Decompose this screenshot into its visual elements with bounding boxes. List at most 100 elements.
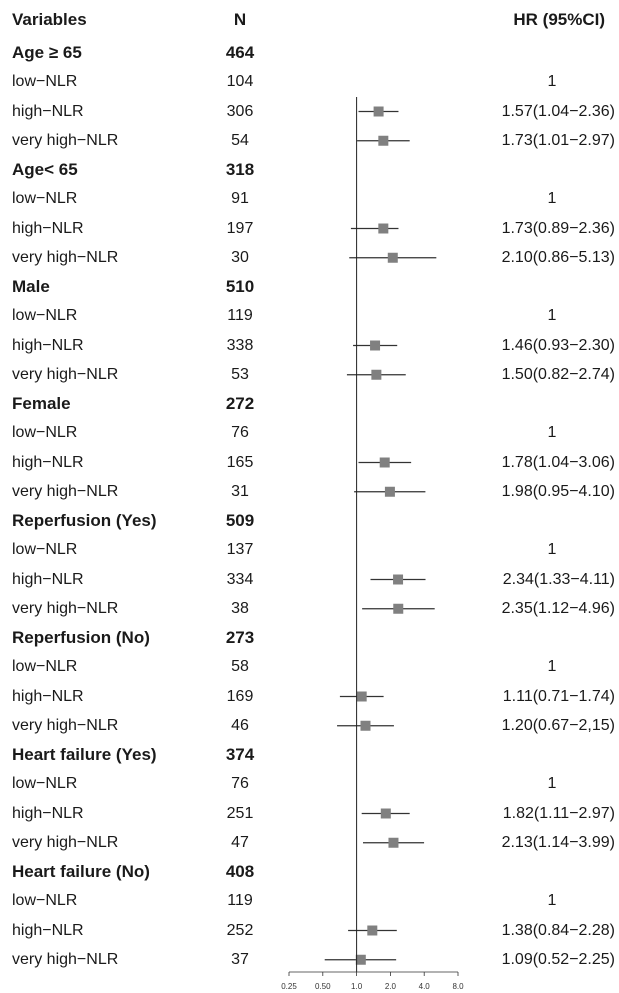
row-hr-text: 1.57(1.04−2.36) [501, 102, 615, 120]
hr-marker [388, 837, 399, 848]
row-label: very high−NLR [12, 599, 119, 617]
row-n-text: 318 [225, 160, 255, 179]
row-label: very high−NLR [12, 716, 119, 734]
row-n-text: 273 [225, 628, 255, 647]
row-label: low−NLR [12, 424, 78, 442]
row-label: Female [12, 394, 71, 413]
hr-marker [370, 340, 381, 351]
row-label: low−NLR [12, 892, 78, 910]
row-n-text: 46 [231, 716, 249, 734]
row-n-text: 47 [231, 833, 249, 851]
hr-marker [387, 252, 398, 263]
row-label: high−NLR [12, 921, 84, 939]
row-label: low−NLR [12, 658, 78, 676]
x-tick-label: 2.0 [385, 982, 397, 991]
row-n-text: 169 [226, 687, 254, 705]
row-n-text: 306 [226, 102, 254, 120]
row-n-text: 119 [227, 307, 253, 325]
row-label: Heart failure (Yes) [12, 745, 157, 764]
row-n-text: 58 [231, 658, 249, 676]
row-hr-text: 1 [547, 541, 557, 559]
hr-marker [384, 486, 395, 497]
row-n-text: 197 [226, 219, 254, 237]
x-tick-label: 8.0 [452, 982, 464, 991]
hr-marker [379, 457, 390, 468]
x-tick-label: 4.0 [419, 982, 431, 991]
row-hr-text: 1.38(0.84−2.28) [501, 921, 615, 939]
hr-marker [380, 808, 391, 819]
row-n-text: 30 [231, 248, 249, 266]
row-n-text: 104 [226, 73, 254, 91]
row-label: very high−NLR [12, 365, 119, 383]
row-n-text: 464 [225, 43, 255, 62]
hr-marker [378, 135, 389, 146]
row-n-text: 53 [231, 365, 249, 383]
row-n-text: 37 [231, 950, 249, 968]
row-hr-text: 1.78(1.04−3.06) [501, 453, 615, 471]
row-label: Reperfusion (Yes) [12, 511, 157, 530]
row-label: Heart failure (No) [12, 862, 150, 881]
row-hr-text: 1.50(0.82−2.74) [501, 365, 615, 383]
row-hr-text: 1.82(1.11−2.97) [502, 804, 615, 822]
row-hr-text: 1 [547, 424, 557, 442]
row-n-text: 408 [225, 862, 255, 881]
row-label: low−NLR [12, 307, 78, 325]
row-label: very high−NLR [12, 833, 119, 851]
hr-marker [371, 369, 382, 380]
row-label: high−NLR [12, 453, 84, 471]
row-hr-text: 1 [547, 73, 557, 91]
row-n-text: 509 [225, 511, 255, 530]
row-n-text: 119 [227, 892, 253, 910]
hr-marker [360, 720, 371, 731]
row-n-text: 338 [226, 336, 254, 354]
row-n-text: 76 [231, 775, 249, 793]
row-n-text: 334 [226, 570, 254, 588]
row-n-text: 374 [225, 745, 255, 764]
row-hr-text: 1.20(0.67−2,15) [501, 716, 615, 734]
hr-marker [356, 691, 367, 702]
row-hr-text: 1 [547, 307, 557, 325]
x-tick-label: 1.0 [351, 982, 363, 991]
row-label: Age ≥ 65 [12, 43, 82, 62]
row-label: very high−NLR [12, 950, 119, 968]
row-n-text: 38 [231, 599, 249, 617]
x-tick-label: 0.25 [281, 982, 297, 991]
row-hr-text: 1 [547, 892, 557, 910]
hr-marker [393, 574, 404, 585]
row-label: low−NLR [12, 190, 78, 208]
row-label: high−NLR [12, 687, 84, 705]
row-hr-text: 2.34(1.33−4.11) [502, 570, 615, 588]
row-n-text: 76 [231, 424, 249, 442]
row-hr-text: 1 [547, 658, 557, 676]
row-n-text: 54 [231, 131, 249, 149]
row-label: very high−NLR [12, 248, 119, 266]
header-n-text: N [233, 10, 247, 29]
header-variables: Variables [12, 10, 87, 29]
row-n-text: 165 [226, 453, 254, 471]
hr-marker [393, 603, 404, 614]
row-label: very high−NLR [12, 482, 119, 500]
row-label: low−NLR [12, 73, 78, 91]
row-n-text: 137 [226, 541, 254, 559]
row-n-text: 251 [226, 804, 254, 822]
row-hr-text: 1.73(0.89−2.36) [501, 219, 615, 237]
row-label: high−NLR [12, 219, 84, 237]
x-tick-label: 0.50 [315, 982, 331, 991]
row-hr-text: 2.13(1.14−3.99) [501, 833, 615, 851]
row-label: Reperfusion (No) [12, 628, 150, 647]
row-n-text: 252 [226, 921, 254, 939]
row-hr-text: 1.11(0.71−1.74) [502, 687, 615, 705]
row-label: very high−NLR [12, 131, 119, 149]
row-hr-text: 1 [547, 190, 557, 208]
hr-marker [367, 925, 378, 936]
row-hr-text: 1.09(0.52−2.25) [501, 950, 615, 968]
row-label: low−NLR [12, 541, 78, 559]
row-label: high−NLR [12, 570, 84, 588]
row-n-text: 91 [231, 190, 249, 208]
row-hr-text: 1 [547, 775, 557, 793]
hr-marker [373, 106, 384, 117]
hr-marker [355, 954, 366, 965]
row-hr-text: 1.46(0.93−2.30) [501, 336, 615, 354]
